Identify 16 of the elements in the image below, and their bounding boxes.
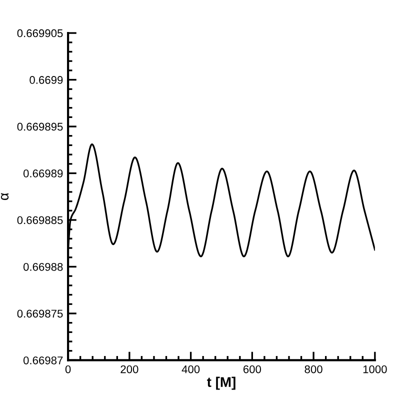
y-tick-label: 0.669875: [17, 310, 63, 318]
y-tick-label: 0.669895: [17, 122, 63, 131]
y-tick-label: 0.669885: [17, 216, 63, 224]
x-tick-label: 400: [182, 365, 200, 374]
x-tick-label: 0: [65, 365, 71, 374]
y-tick-label: 0.669905: [17, 29, 63, 38]
y-tick-label: 0.66989: [23, 170, 63, 178]
x-tick-label: 600: [243, 365, 262, 374]
x-tick-label: 800: [304, 365, 322, 374]
y-tick-label: 0.66988: [23, 262, 63, 271]
x-axis-title: t [M]: [207, 376, 236, 390]
x-tick-label: 200: [120, 365, 138, 374]
y-tick-label: 0.6699: [30, 76, 63, 84]
x-tick-label: 1000: [363, 365, 387, 374]
y-tick-label: 0.66987: [23, 356, 63, 364]
y-axis-title: α: [0, 192, 9, 200]
